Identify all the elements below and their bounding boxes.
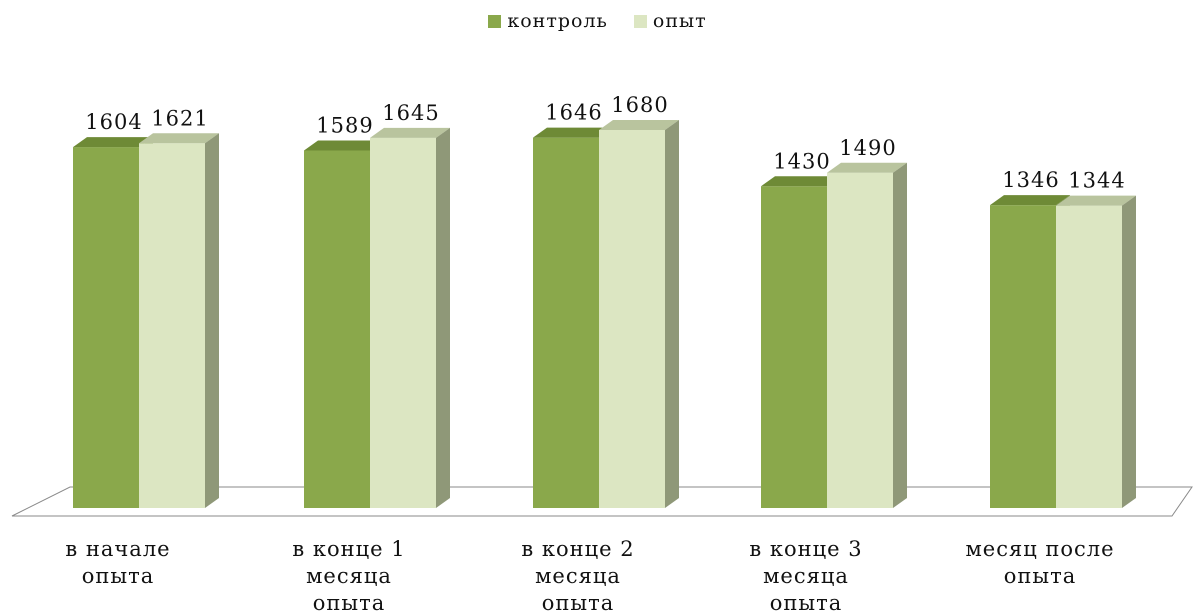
category-label-2-line-3: опыта	[313, 591, 386, 612]
bar-control-1	[73, 147, 139, 508]
legend-item-experiment: опыт	[633, 10, 707, 32]
value-label-control-2: 1589	[316, 113, 373, 137]
category-label-2-line-1: в конце 1	[292, 537, 405, 561]
value-label-experiment-5: 1344	[1068, 169, 1125, 193]
value-label-experiment-3: 1680	[611, 93, 668, 117]
bar-experiment-1	[139, 143, 205, 508]
bar-control-4	[761, 186, 827, 508]
bar-control-1-top	[73, 137, 153, 148]
category-label-3-line-1: в конце 2	[521, 537, 634, 561]
category-label-5-line-2: опыта	[1004, 564, 1077, 588]
value-label-control-4: 1430	[773, 149, 830, 173]
bar-experiment-2	[370, 137, 436, 508]
category-label-4-line-1: в конце 3	[749, 537, 862, 561]
bar-experiment-4	[827, 172, 893, 508]
bar-experiment-1-top	[139, 133, 219, 144]
category-label-4-line-2: месяца	[763, 564, 849, 588]
category-label-1-line-2: опыта	[82, 564, 155, 588]
category-label-3-line-2: месяца	[535, 564, 621, 588]
bar-control-2	[304, 150, 370, 508]
bar-experiment-4-side	[893, 162, 907, 508]
category-label-5-line-1: месяц после	[965, 537, 1114, 561]
bar-control-5-top	[990, 195, 1070, 206]
bar-experiment-3-side	[665, 120, 679, 508]
legend-swatch-control	[488, 14, 502, 28]
bar-experiment-2-side	[436, 127, 450, 508]
value-label-control-5: 1346	[1002, 168, 1059, 192]
bar-experiment-3-top	[599, 120, 679, 130]
legend-item-control: контроль	[488, 10, 608, 32]
category-label-3-line-3: опыта	[542, 591, 615, 612]
category-label-4-line-3: опыта	[770, 591, 843, 612]
bar-experiment-3	[599, 130, 665, 508]
legend-label-control: контроль	[507, 10, 608, 32]
value-label-control-1: 1604	[85, 110, 142, 134]
category-label-2-line-2: месяца	[306, 564, 392, 588]
bar-control-3-top	[533, 127, 613, 138]
bar-experiment-4-top	[827, 162, 907, 173]
legend-swatch-experiment	[633, 14, 647, 28]
bar-control-5	[990, 205, 1056, 508]
bar-control-2-top	[304, 140, 384, 151]
value-label-experiment-2: 1645	[382, 101, 439, 125]
category-label-1-line-1: в начале	[65, 537, 170, 561]
value-label-experiment-1: 1621	[151, 106, 208, 130]
bar-control-3	[533, 137, 599, 508]
legend-label-experiment: опыт	[652, 10, 707, 32]
bar-experiment-5-top	[1056, 195, 1136, 206]
bar-experiment-5	[1056, 205, 1122, 508]
chart-floor	[11, 486, 1193, 517]
legend: контроль опыт	[0, 10, 1195, 32]
bar-experiment-1-side	[205, 133, 219, 508]
bar-experiment-2-top	[370, 127, 450, 138]
bar-control-4-top	[761, 176, 841, 187]
bar-experiment-5-side	[1122, 195, 1136, 508]
value-label-experiment-4: 1490	[839, 136, 896, 160]
value-label-control-3: 1646	[545, 101, 602, 125]
